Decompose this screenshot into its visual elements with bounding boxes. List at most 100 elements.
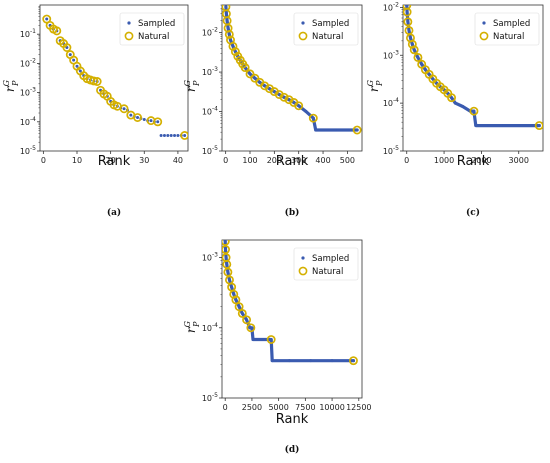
x-tick-label: 0 — [41, 156, 46, 165]
x-tick-label: 400 — [315, 156, 330, 165]
natural-point — [447, 93, 456, 103]
sampled-point — [416, 55, 420, 59]
natural-point — [153, 117, 163, 127]
sampled-point — [487, 124, 491, 128]
sampled-point — [330, 359, 334, 363]
sampled-point — [412, 48, 416, 52]
natural-point — [222, 240, 230, 246]
y-axis-label-sup: G — [183, 79, 192, 86]
y-tick-base: 10 — [20, 89, 30, 98]
sampled-point — [149, 119, 153, 123]
legend-box — [293, 247, 359, 281]
y-tick-exponent: -2 — [30, 57, 36, 64]
y-axis-label: rGP — [183, 320, 201, 333]
x-tick-label: 2500 — [242, 403, 262, 412]
legend: Sampled Natural — [293, 12, 359, 46]
x-tick-label: 500 — [340, 156, 355, 165]
sampled-point — [136, 116, 140, 120]
x-axis-label: Rank — [276, 154, 309, 169]
x-tick-label: 0 — [223, 403, 228, 412]
sampled-point — [223, 240, 227, 243]
sampled-point — [262, 338, 266, 342]
sampled-point — [355, 128, 359, 132]
sampled-point — [226, 270, 230, 274]
legend-box — [474, 12, 540, 46]
x-tick-label: 300 — [291, 156, 306, 165]
natural-point — [413, 53, 423, 62]
y-tick-base: 10 — [20, 30, 30, 39]
y-tick-exponent: -4 — [30, 116, 36, 123]
natural-point — [237, 308, 247, 318]
y-tick-label: 10-4 — [202, 106, 218, 117]
natural-point — [52, 26, 62, 36]
natural-point — [240, 63, 250, 73]
x-tick-label: 200 — [267, 156, 282, 165]
sampled-point — [420, 62, 424, 66]
y-tick-base: 10 — [383, 3, 393, 12]
y-tick-exponent: -4 — [212, 322, 218, 329]
x-tick-label: 20 — [106, 156, 116, 165]
sampled-point — [345, 128, 349, 132]
legend-natural-label: Natural — [312, 267, 343, 277]
natural-point — [62, 43, 72, 52]
sampled-point — [248, 72, 252, 76]
x-axis-label: Rank — [98, 154, 131, 169]
y-axis-label: rGP — [183, 79, 201, 92]
sampled-point — [234, 298, 238, 302]
natural-point — [180, 131, 188, 140]
y-axis-label-sub: P — [375, 80, 384, 87]
y-axis-label: rGP — [2, 79, 20, 92]
legend-natural-label: Natural — [312, 32, 343, 42]
y-axis-label: rGP — [366, 79, 384, 92]
sampled-point — [453, 101, 457, 105]
y-axis-label-main: r — [184, 326, 198, 333]
x-tick-label: 40 — [173, 156, 183, 165]
panel-d: 0 2500 5000 7500 10000 1250010-510-410-3Rankr… — [183, 239, 372, 455]
sampled-point — [309, 359, 313, 363]
natural-point — [469, 106, 479, 116]
sampled-point — [272, 90, 276, 94]
sampled-point — [431, 77, 435, 81]
series-natural — [222, 5, 362, 135]
sampled-point — [351, 359, 355, 363]
sampled-point — [250, 326, 254, 330]
natural-point — [119, 104, 129, 114]
natural-point — [279, 92, 289, 102]
natural-point — [92, 77, 102, 86]
legend-natural-label: Natural — [493, 32, 524, 42]
sampled-point — [169, 133, 173, 137]
sampled-point — [406, 20, 410, 24]
plot-area — [42, 14, 188, 140]
natural-point — [403, 17, 413, 27]
panel-caption: (a) — [107, 207, 121, 218]
sampled-point — [267, 87, 271, 91]
y-tick-exponent: -4 — [393, 97, 399, 104]
sampled-point — [166, 133, 170, 137]
legend-sampled-marker — [482, 21, 486, 25]
legend-natural-label: Natural — [138, 32, 169, 42]
y-tick-exponent: -3 — [30, 87, 36, 94]
y-tick-base: 10 — [383, 147, 393, 156]
sampled-point — [427, 72, 431, 76]
legend: Sampled Natural — [474, 12, 540, 46]
series-sampled — [223, 240, 356, 363]
plot-area — [403, 5, 543, 131]
natural-point — [349, 356, 358, 366]
sampled-point — [410, 42, 414, 46]
y-tick-base: 10 — [202, 108, 212, 117]
y-tick-base: 10 — [20, 59, 30, 68]
y-tick-exponent: -3 — [212, 252, 218, 259]
y-tick-label: 10-5 — [202, 392, 218, 403]
sampled-point — [75, 64, 79, 68]
sampled-point — [423, 68, 427, 72]
sampled-point — [227, 32, 231, 36]
y-tick-base: 10 — [202, 394, 212, 403]
sampled-point — [142, 117, 146, 121]
plot-frame — [221, 239, 363, 399]
x-tick-label: 12500 — [346, 403, 371, 412]
series-natural — [222, 240, 358, 366]
sampled-point — [408, 36, 412, 40]
x-tick-label: 3000 — [509, 156, 529, 165]
y-tick-label: 10-5 — [383, 145, 399, 156]
